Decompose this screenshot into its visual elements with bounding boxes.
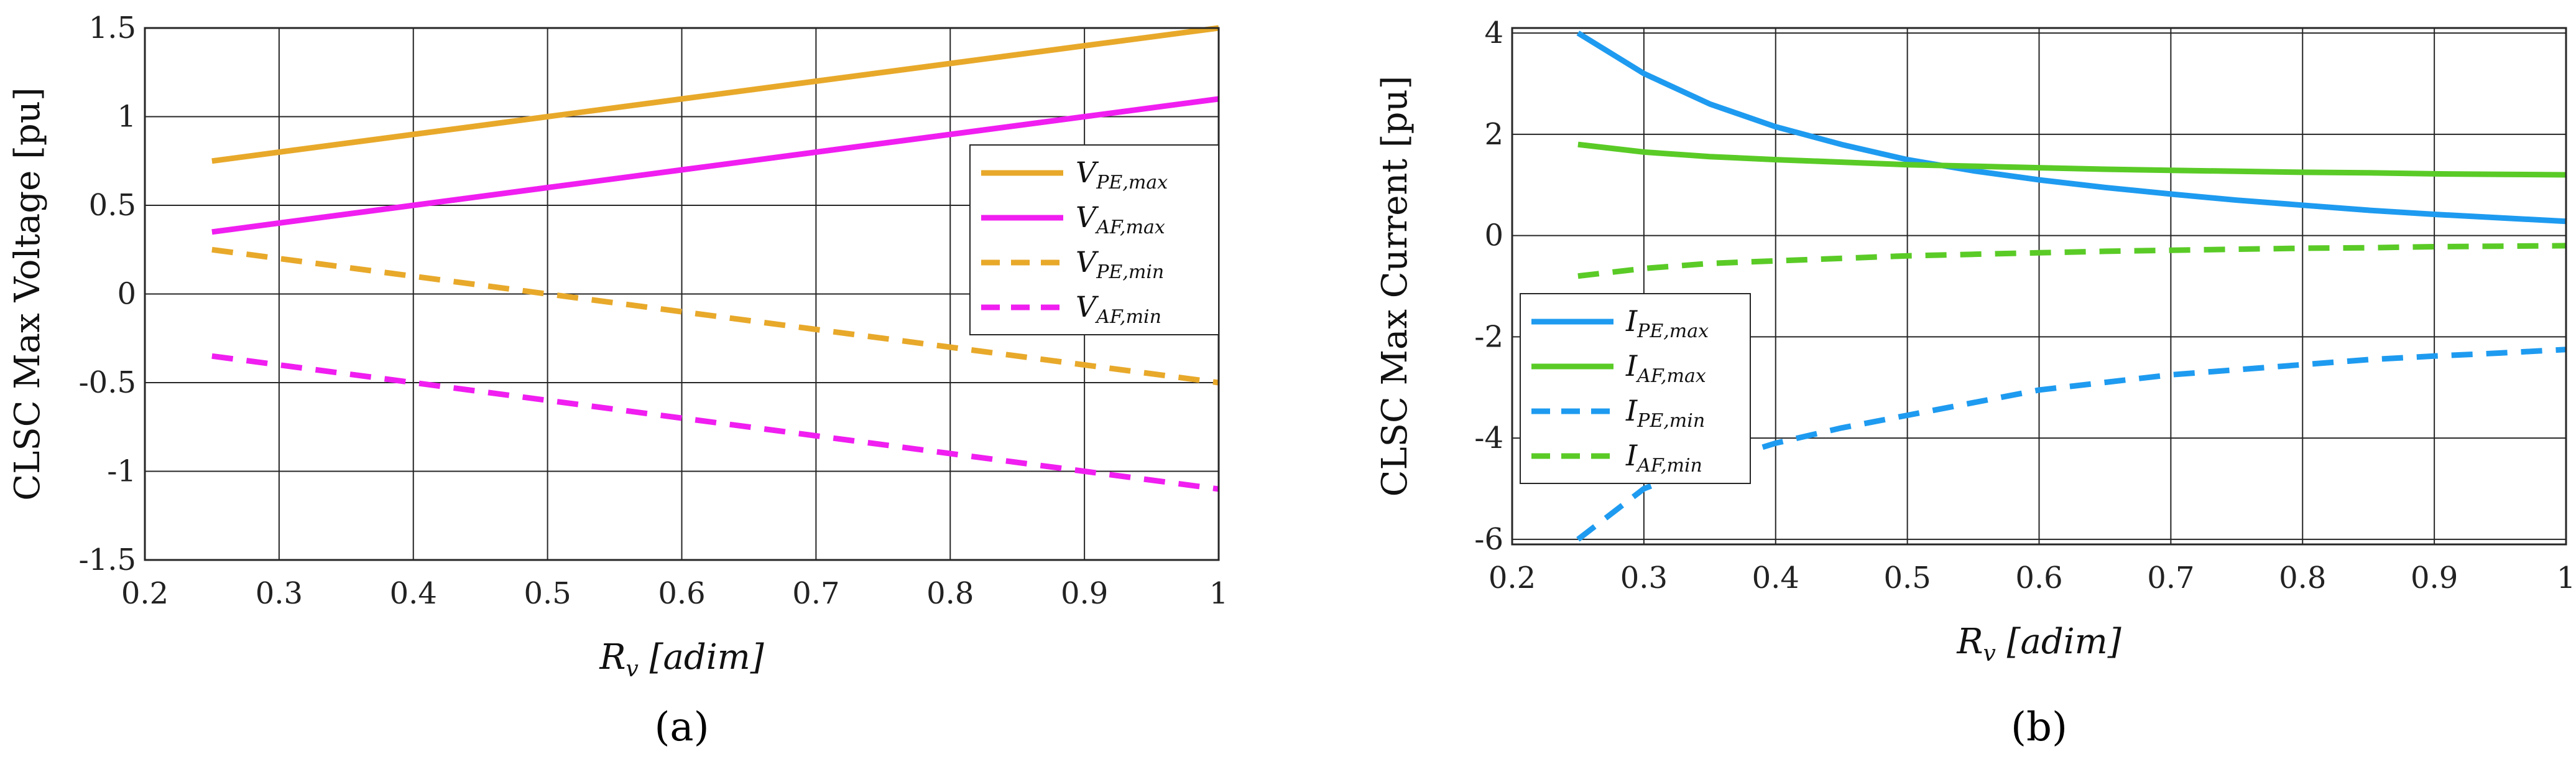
y-tick-label: 4 — [1484, 16, 1503, 50]
x-tick-label: 1 — [2557, 561, 2576, 595]
x-tick-label: 0.9 — [2411, 561, 2458, 595]
x-tick-label: 0.9 — [1061, 576, 1108, 611]
y-tick-label: -4 — [1474, 421, 1503, 455]
legend-box — [969, 144, 1219, 335]
x-tick-label: 0.4 — [390, 576, 437, 611]
series-line-v-pe-min — [211, 246, 1219, 386]
y-tick-label: -1 — [107, 454, 136, 489]
panel-label: (b) — [2011, 704, 2067, 750]
y-tick-label: 0 — [117, 277, 136, 312]
x-tick-label: 1 — [1209, 576, 1229, 611]
x-axis-label: Rv [adim] — [599, 637, 764, 682]
x-tick-label: 0.8 — [926, 576, 974, 611]
legend-entry: IPE,min — [1625, 394, 1705, 432]
series-line-v-pe-max — [211, 25, 1219, 164]
y-tick-label: 0.5 — [89, 188, 136, 223]
x-tick-label: 0.3 — [256, 576, 303, 611]
legend-entry: VPE,max — [1076, 156, 1168, 193]
x-axis-label: Rv [adim] — [1956, 622, 2121, 666]
legend-box — [1520, 293, 1751, 484]
y-tick-label: -0.5 — [78, 365, 136, 400]
chart-voltage: 0.2 0.3 0.4 0.5 0.6 0.7 0.8 0.9 1 -1.5 -1 -0.5 0 0.5 1… — [7, 11, 1228, 750]
series-line-i-af-max — [1577, 141, 2567, 178]
y-tick-label: 1 — [117, 100, 136, 134]
legend-entry: IAF,max — [1625, 349, 1706, 387]
legend-entry: VAF,min — [1076, 290, 1161, 328]
y-tick-label: -2 — [1474, 319, 1503, 354]
y-tick-label: 0 — [1484, 218, 1503, 253]
series-line-v-af-min — [211, 353, 1219, 492]
x-tick-label: 0.2 — [121, 576, 169, 611]
y-tick-label: -6 — [1474, 522, 1503, 557]
x-tick-label: 0.6 — [658, 576, 705, 611]
y-tick-label: 1.5 — [89, 11, 136, 45]
legend-entry: IPE,max — [1625, 304, 1709, 342]
y-tick-label: -1.5 — [78, 543, 136, 577]
legend-entry: IAF,min — [1625, 439, 1702, 477]
y-axis-label: CLSC Max Voltage [pu] — [7, 87, 48, 500]
x-tick-label: 0.3 — [1620, 561, 1668, 595]
x-tick-label: 0.2 — [1489, 561, 1536, 595]
panel-label: (a) — [654, 704, 709, 750]
series-line-v-af-max — [211, 96, 1219, 235]
y-tick-label: 2 — [1484, 117, 1503, 152]
x-tick-label: 0.5 — [524, 576, 571, 611]
x-tick-label: 0.7 — [2147, 561, 2194, 595]
x-tick-label: 0.4 — [1752, 561, 1799, 595]
y-axis-label: CLSC Max Current [pu] — [1375, 76, 1415, 497]
plot-frame — [1511, 27, 2567, 546]
x-tick-label: 0.8 — [2279, 561, 2326, 595]
series-line-i-pe-max — [1576, 30, 2567, 225]
series-line-i-af-min — [1577, 243, 2567, 279]
x-tick-label: 0.7 — [792, 576, 839, 611]
x-tick-label: 0.5 — [1883, 561, 1931, 595]
legend-entry: VAF,max — [1076, 200, 1165, 238]
legend-entry: VPE,min — [1076, 245, 1164, 283]
x-tick-label: 0.6 — [2015, 561, 2062, 595]
chart-current: 0.2 0.3 0.4 0.5 0.6 0.7 0.8 0.9 1 -6 -4 -2 0 2 4 Rv [ad… — [1375, 16, 2575, 750]
